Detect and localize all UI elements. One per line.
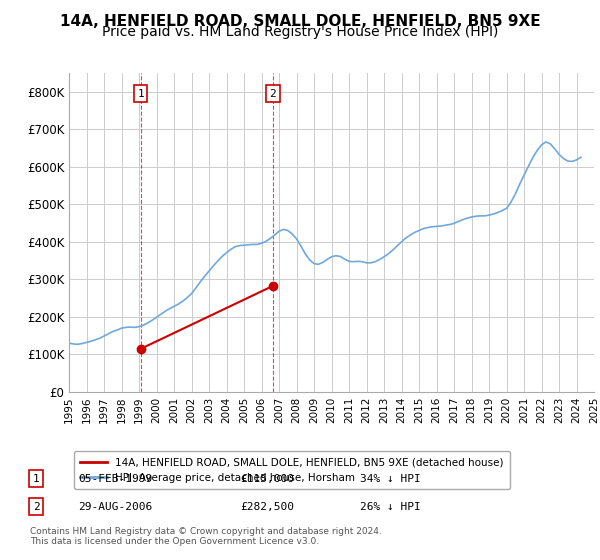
Text: 1: 1 — [137, 88, 144, 99]
Legend: 14A, HENFIELD ROAD, SMALL DOLE, HENFIELD, BN5 9XE (detached house), HPI: Average: 14A, HENFIELD ROAD, SMALL DOLE, HENFIELD… — [74, 451, 509, 489]
Text: Price paid vs. HM Land Registry's House Price Index (HPI): Price paid vs. HM Land Registry's House … — [102, 25, 498, 39]
Text: 2: 2 — [269, 88, 276, 99]
Text: 29-AUG-2006: 29-AUG-2006 — [78, 502, 152, 512]
Text: 2: 2 — [32, 502, 40, 512]
Text: 26% ↓ HPI: 26% ↓ HPI — [360, 502, 421, 512]
Text: 14A, HENFIELD ROAD, SMALL DOLE, HENFIELD, BN5 9XE: 14A, HENFIELD ROAD, SMALL DOLE, HENFIELD… — [59, 14, 541, 29]
Text: £115,000: £115,000 — [240, 474, 294, 484]
Text: Contains HM Land Registry data © Crown copyright and database right 2024.
This d: Contains HM Land Registry data © Crown c… — [30, 526, 382, 546]
Text: £282,500: £282,500 — [240, 502, 294, 512]
Text: 05-FEB-1999: 05-FEB-1999 — [78, 474, 152, 484]
Text: 1: 1 — [32, 474, 40, 484]
Text: 34% ↓ HPI: 34% ↓ HPI — [360, 474, 421, 484]
